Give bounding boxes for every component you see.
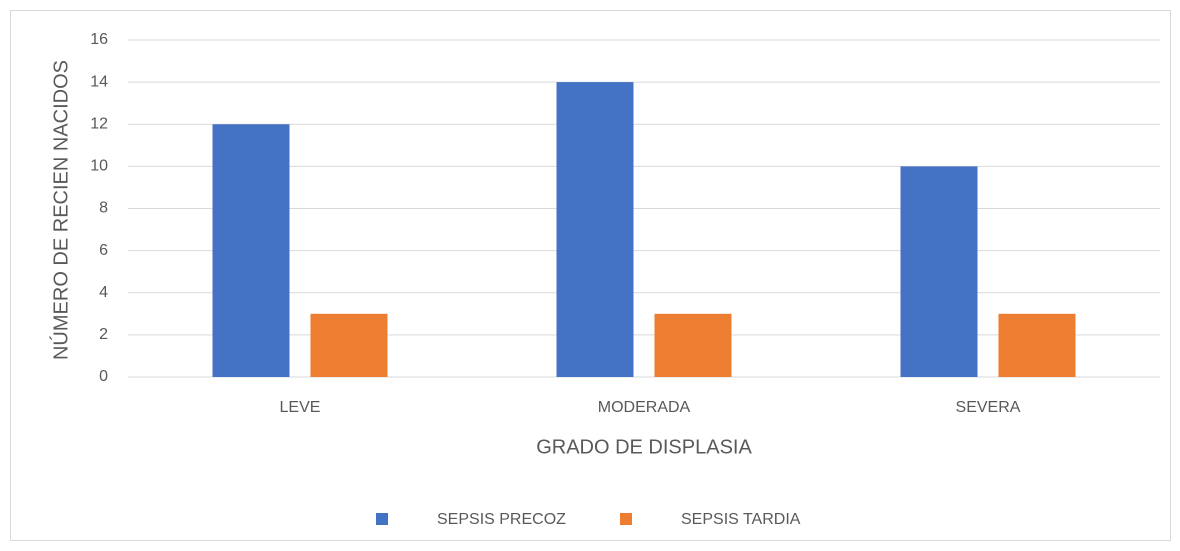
legend-label: SEPSIS TARDIA xyxy=(681,511,801,528)
y-tick-label: 4 xyxy=(99,284,108,301)
bar xyxy=(900,166,978,377)
y-tick-label: 10 xyxy=(90,158,108,175)
bar xyxy=(212,124,290,377)
y-tick-label: 0 xyxy=(99,368,108,385)
bar xyxy=(556,82,634,377)
x-axis-label: GRADO DE DISPLASIA xyxy=(536,436,752,458)
y-tick-label: 16 xyxy=(90,31,108,48)
y-tick-label: 2 xyxy=(99,326,108,343)
bar xyxy=(998,313,1076,377)
y-tick-label: 12 xyxy=(90,115,108,132)
y-tick-label: 14 xyxy=(90,73,108,90)
y-tick-label: 6 xyxy=(99,242,108,259)
legend-swatch xyxy=(376,513,388,525)
chart-frame xyxy=(10,10,1171,541)
bar xyxy=(654,313,732,377)
x-tick-label: LEVE xyxy=(280,399,321,416)
legend-swatch xyxy=(620,513,632,525)
x-tick-label: SEVERA xyxy=(956,399,1021,416)
x-tick-label: MODERADA xyxy=(598,399,691,416)
y-axis-label: NÚMERO DE RECIEN NACIDOS xyxy=(49,60,72,360)
legend-label: SEPSIS PRECOZ xyxy=(437,511,566,528)
y-tick-label: 8 xyxy=(99,200,108,217)
bar xyxy=(310,313,388,377)
